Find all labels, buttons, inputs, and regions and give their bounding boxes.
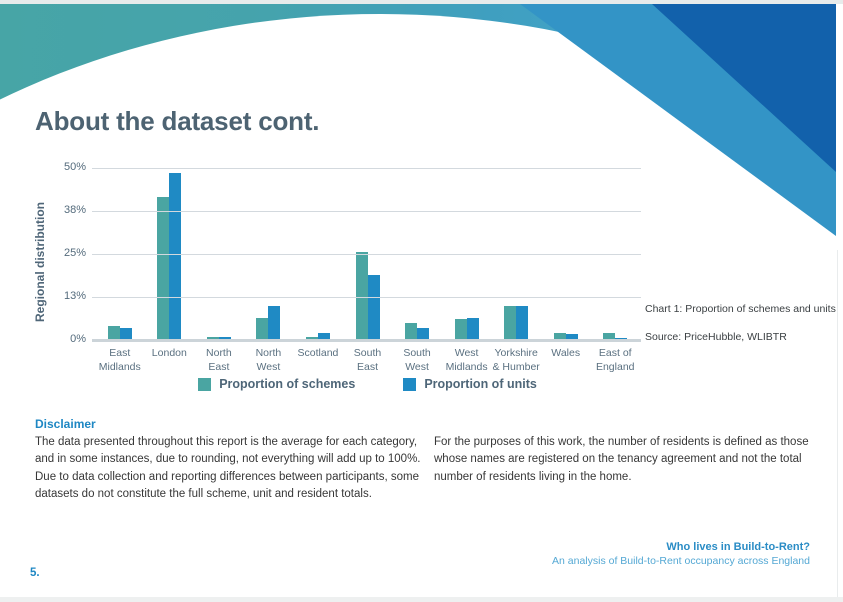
bar-units [268, 305, 281, 340]
bar-units [417, 327, 430, 340]
bar-group [541, 168, 591, 340]
category-label: Yorkshire & Humber [492, 347, 540, 373]
bar-schemes [553, 333, 566, 340]
footer-report-subtitle: An analysis of Build-to-Rent occupancy a… [552, 555, 810, 567]
category-label: London [151, 347, 187, 359]
chart-source: Source: PriceHubble, WLIBTR [645, 331, 787, 343]
bar-schemes [107, 326, 120, 340]
footer: Who lives in Build-to-Rent? An analysis … [552, 541, 810, 567]
bar-units [367, 274, 380, 340]
bar-units [516, 305, 529, 340]
chart: Regional distribution East Midlands London… [0, 160, 843, 410]
category-label: South West [403, 347, 431, 373]
bar-schemes [603, 333, 616, 340]
footer-report-title: Who lives in Build-to-Rent? [666, 541, 810, 553]
page-number: 5. [30, 567, 40, 579]
bar-units [169, 173, 182, 340]
category-label: East of England [595, 347, 635, 373]
bar-group [145, 168, 195, 340]
bar-schemes [256, 317, 269, 340]
bar-group [244, 168, 294, 340]
bar-schemes [454, 319, 467, 340]
bar-units [565, 334, 578, 340]
bar-schemes [405, 322, 418, 340]
y-tick-label: 38% [63, 204, 86, 216]
bar-schemes [305, 336, 318, 340]
x-labels: East Midlands London North East North West Scot… [95, 347, 640, 374]
y-tick-label: 13% [63, 290, 86, 302]
legend-item-units: Proportion of units [403, 377, 537, 391]
bar-units [615, 337, 628, 340]
category-label: Scotland [297, 347, 339, 359]
plot-area [95, 168, 640, 340]
gridline [92, 339, 641, 342]
bar-schemes [504, 305, 517, 340]
category-label: North East [206, 347, 232, 373]
category-label: South East [353, 347, 382, 373]
legend-swatch-schemes-icon [198, 377, 212, 391]
page-right-edge [837, 250, 838, 602]
disclaimer-text-left: The data presented throughout this repor… [35, 436, 421, 500]
bar-group [293, 168, 343, 340]
bar-group [392, 168, 442, 340]
bar-group [442, 168, 492, 340]
bar-group [343, 168, 393, 340]
gridline [92, 297, 641, 298]
page-title: About the dataset cont. [35, 106, 320, 136]
disclaimer-text-right: For the purposes of this work, the numbe… [434, 436, 809, 483]
chart-legend: Proportion of schemes Proportion of unit… [95, 377, 640, 391]
gridline [92, 254, 641, 255]
bar-schemes [206, 336, 219, 340]
chart-caption: Chart 1: Proportion of schemes and units [645, 303, 836, 315]
gridline [92, 168, 641, 169]
bar-units [119, 327, 132, 340]
bar-group [491, 168, 541, 340]
gridline [92, 211, 641, 212]
bar-group [590, 168, 640, 340]
bar-units [466, 317, 479, 340]
y-tick-label: 0% [70, 333, 86, 345]
bar-units [218, 336, 231, 340]
category-label: Wales [551, 347, 581, 359]
y-tick-label: 25% [63, 247, 86, 259]
bar-units [317, 333, 330, 340]
legend-label-schemes: Proportion of schemes [219, 377, 356, 391]
category-label: North West [255, 347, 282, 373]
top-edge-strip [0, 0, 843, 4]
y-tick-label: 50% [63, 161, 86, 173]
legend-item-schemes: Proportion of schemes [198, 377, 355, 391]
bar-schemes [157, 197, 170, 340]
bar-schemes [355, 252, 368, 340]
category-label: East Midlands [98, 347, 141, 373]
bottom-edge-strip [0, 597, 843, 602]
category-label: West Midlands [445, 347, 488, 373]
disclaimer-heading: Disclaimer [35, 417, 96, 431]
legend-label-units: Proportion of units [424, 377, 537, 391]
bar-group [95, 168, 145, 340]
legend-swatch-units-icon [403, 377, 417, 391]
bar-group [194, 168, 244, 340]
